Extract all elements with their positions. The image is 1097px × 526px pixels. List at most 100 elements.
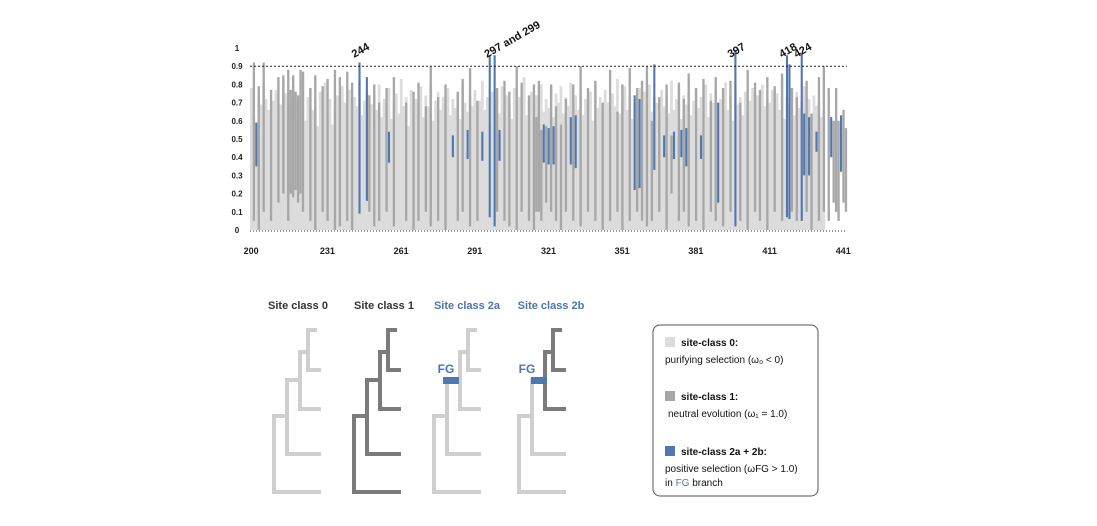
purifying-bar [483, 109, 487, 230]
purifying-bars [250, 77, 826, 231]
purifying-bar [552, 117, 555, 230]
purifying-bar [672, 109, 676, 230]
purifying-bar [589, 91, 592, 231]
purifying-bar [449, 115, 452, 230]
neutral-bar [545, 126, 548, 203]
positive-bar [800, 53, 803, 221]
purifying-bar [414, 98, 418, 231]
y-tick-label: 0.5 [231, 135, 243, 144]
neutral-bar [296, 95, 300, 203]
purifying-bar [797, 108, 801, 230]
neutral-bar [257, 86, 260, 230]
purifying-bar [576, 109, 580, 230]
neutral-bar [412, 91, 415, 231]
neutral-bar [834, 88, 838, 212]
purifying-bar [731, 120, 735, 230]
tree-branch [306, 352, 321, 372]
neutral-bar [594, 80, 597, 221]
tree-site-class-3: Site class 2b FG [517, 300, 585, 494]
purifying-bar [726, 109, 730, 230]
neutral-bar [444, 84, 447, 231]
neutral-bar [635, 88, 639, 212]
legend-text-1: neutral evolution (ω₁ = 1.0) [668, 409, 787, 420]
purifying-bar [768, 102, 772, 230]
positive-bar [785, 55, 789, 218]
positive-bar [387, 131, 391, 163]
purifying-bar [743, 91, 747, 231]
purifying-bar [335, 95, 339, 230]
purifying-bar [353, 97, 356, 230]
neutral-bar [527, 95, 531, 221]
purifying-bar [370, 104, 374, 230]
purifying-bar [689, 115, 693, 230]
positive-bar [633, 95, 636, 190]
neutral-bar [321, 86, 324, 212]
purifying-bar [783, 118, 786, 230]
purifying-bar [328, 98, 332, 231]
positive-bar [574, 115, 577, 169]
neutral-bar [694, 88, 698, 221]
tree-branch [306, 328, 317, 352]
x-tick-label: 291 [467, 246, 482, 256]
purifying-bar [453, 108, 457, 230]
purifying-bar [323, 82, 327, 230]
y-tick-label: 0.4 [231, 153, 243, 162]
purifying-bar [625, 109, 629, 230]
neutral-bar [572, 84, 575, 221]
purifying-bar [692, 100, 695, 230]
positive-bars [255, 49, 843, 227]
purifying-bar [736, 104, 740, 230]
neutral-bar [289, 89, 292, 194]
tree-branch [517, 414, 566, 494]
legend-swatch-purifying [665, 337, 675, 347]
neutral-bar [269, 89, 273, 221]
purifying-bar [697, 108, 700, 230]
legend-border [652, 324, 819, 497]
positive-bar [653, 64, 656, 170]
neutral-bar [832, 120, 835, 203]
positive-bar [663, 135, 666, 158]
purifying-bar [355, 106, 359, 230]
positive-bar [638, 98, 641, 189]
purifying-bar [530, 91, 533, 231]
purifying-bar [397, 113, 401, 230]
positive-bar [734, 49, 737, 227]
legend-text-2b-pre: in [665, 478, 676, 489]
purifying-bar [815, 106, 818, 230]
neutral-bar [729, 80, 732, 212]
purifying-bar [566, 106, 570, 230]
purifying-bar [485, 97, 489, 230]
purifying-bar [331, 124, 334, 230]
neutral-bar [837, 120, 840, 221]
fg-label: FG [519, 362, 536, 376]
neutral-bar [537, 80, 541, 212]
neutral-bar [645, 66, 649, 227]
legend-swatch-neutral [665, 391, 675, 401]
tree-branch [386, 328, 397, 352]
purifying-bar [819, 117, 823, 230]
neutral-bar [405, 102, 408, 221]
tree-site-class-0: Site class 0 [268, 300, 328, 494]
purifying-bar [778, 109, 781, 230]
purifying-bar [761, 84, 764, 231]
tree-branch [365, 378, 401, 456]
purifying-bar [426, 106, 430, 230]
purifying-bar [250, 88, 253, 230]
neutral-bar [385, 88, 388, 212]
purifying-bar [623, 86, 627, 230]
purifying-bar [394, 93, 398, 230]
tree-branch [466, 352, 481, 372]
purifying-bar [603, 89, 607, 230]
purifying-bar [421, 117, 425, 230]
purifying-bar [557, 102, 560, 230]
purifying-bar [770, 89, 774, 230]
purifying-bar [498, 113, 501, 230]
positive-bar [488, 55, 491, 218]
purifying-bar [662, 106, 666, 230]
legend-text-2b-post: branch [689, 478, 722, 489]
neutral-bar [294, 91, 297, 190]
positive-bar [493, 55, 496, 227]
neutral-bar [795, 97, 798, 221]
purifying-bar [466, 111, 469, 230]
